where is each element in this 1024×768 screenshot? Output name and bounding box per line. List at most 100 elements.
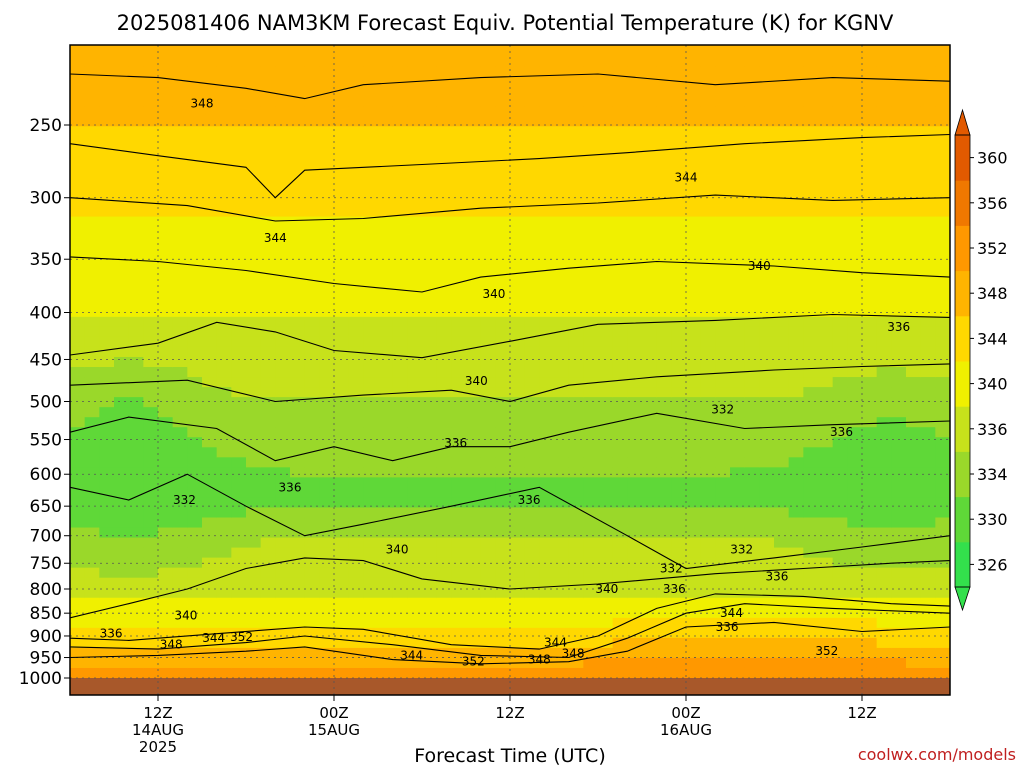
field-cell [143,457,159,468]
field-cell [818,116,834,127]
field-cell [216,617,232,629]
field-cell [143,417,159,428]
field-cell [202,437,218,448]
field-cell [671,567,687,579]
field-cell [744,296,760,308]
field-cell [774,487,790,499]
field-cell [158,507,174,519]
field-cell [275,45,291,47]
credit-link[interactable]: coolwx.com/models [858,745,1016,764]
contour-label: 336 [663,582,686,596]
isentrope-contours [70,73,950,665]
field-cell [891,116,907,127]
field-cell [832,447,848,458]
field-cell [642,246,658,258]
field-cell [568,266,584,278]
field-cell [612,417,628,428]
field-cell [832,206,848,218]
field-cell [99,186,115,198]
field-cell [436,417,452,428]
field-cell [862,196,878,208]
field-cell [510,487,526,499]
field-cell [202,577,218,589]
field-cell [275,76,291,87]
field-cell [304,567,320,579]
field-cell [744,196,760,208]
field-cell [275,577,291,589]
field-cell [774,246,790,258]
field-cell [627,45,643,47]
field-cell [422,597,438,609]
field-cell [788,517,804,529]
field-cell [275,136,291,147]
field-cell [862,517,878,529]
field-cell [774,587,790,599]
field-cell [407,326,423,338]
field-cell [642,557,658,569]
field-cell [407,497,423,509]
field-cell [363,136,379,147]
field-cell [920,527,936,539]
field-cell [495,507,511,519]
field-cell [730,236,746,248]
field-cell [818,377,834,388]
field-cell [99,196,115,208]
field-cell [187,276,203,288]
field-cell [407,126,423,137]
field-cell [202,667,218,679]
field-cell [554,657,570,669]
field-cell [466,537,482,549]
field-cell [598,136,614,147]
field-cell [876,336,892,348]
field-cell [612,597,628,609]
field-cell [348,96,364,107]
field-cell [744,316,760,328]
field-cell [627,236,643,248]
field-cell [114,497,130,509]
field-cell [363,296,379,308]
field-cell [935,206,950,218]
field-cell [700,126,716,137]
field-cell [568,597,584,609]
field-cell [158,306,174,318]
field-cell [935,256,950,268]
field-cell [510,326,526,338]
field-cell [84,306,100,318]
field-cell [348,437,364,448]
field-cell [656,296,672,308]
field-cell [700,266,716,278]
field-cell [334,617,350,629]
field-cell [304,116,320,127]
field-cell [84,567,100,579]
field-cell [158,627,174,639]
field-cell [304,367,320,378]
field-cell [627,166,643,178]
field-cell [759,417,775,428]
field-cell [436,266,452,278]
field-cell [876,527,892,539]
field-cell [583,216,599,228]
field-cell [319,306,335,318]
field-cell [774,397,790,408]
field-cell [495,346,511,358]
field-cell [334,336,350,348]
field-cell [246,397,262,408]
field-cell [231,467,247,478]
field-cell [524,407,540,418]
field-cell [744,176,760,188]
field-cell [656,597,672,609]
field-cell [803,156,819,167]
field-cell [216,126,232,137]
field-cell [656,206,672,218]
field-cell [128,657,144,669]
y-tick-label: 250 [30,116,62,136]
field-cell [304,356,320,368]
field-cell [451,116,467,127]
field-cell [539,657,555,669]
field-cell [363,96,379,107]
field-cell [187,517,203,529]
field-cell [920,206,936,218]
field-cell [348,577,364,589]
field-cell [627,196,643,208]
field-cell [290,637,306,649]
